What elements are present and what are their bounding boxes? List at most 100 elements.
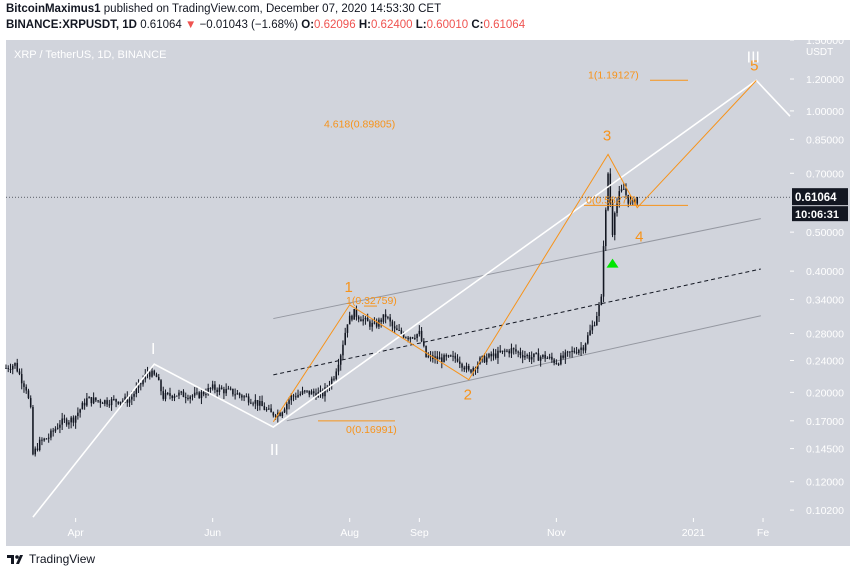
candle-body [193, 392, 196, 396]
candle-body [70, 417, 72, 423]
candle-body [333, 378, 335, 380]
candle-body [387, 317, 389, 319]
candle-body [32, 407, 34, 455]
candle-body [18, 371, 21, 375]
candle-body [274, 415, 277, 417]
candle-body [81, 402, 84, 410]
price-axis-background [790, 40, 850, 518]
candle-body [5, 367, 7, 369]
candle-body [77, 412, 79, 416]
candle-body [292, 395, 295, 397]
candle-body [214, 384, 216, 390]
candle-body [427, 356, 430, 358]
candle-body [425, 345, 427, 358]
candle-body [458, 361, 461, 364]
candle-body [151, 370, 153, 377]
candle-body [456, 358, 459, 362]
candle-body [618, 191, 621, 203]
candle-body [501, 350, 504, 352]
candle-body [526, 355, 528, 357]
candle-body [101, 402, 104, 404]
candle-body [209, 388, 212, 390]
candle-body [124, 396, 126, 401]
candle-body [605, 209, 607, 247]
candle-body [593, 325, 596, 327]
candle-body [115, 399, 117, 402]
candle-body [418, 330, 421, 335]
candle-body [207, 388, 209, 395]
candle-body [512, 348, 515, 350]
candle-body [519, 351, 522, 356]
candle-body [598, 305, 600, 317]
wave-label-5: 5 [750, 57, 758, 74]
candle-body [232, 388, 234, 395]
candle-body [220, 387, 223, 390]
candle-body [382, 314, 385, 322]
candle-body [23, 383, 25, 387]
fib-level-label: 0(0.16991) [346, 424, 397, 436]
candle-body [295, 396, 297, 398]
candle-body [530, 357, 533, 360]
candle-body [524, 355, 526, 358]
candle-body [391, 321, 394, 327]
candle-body [539, 357, 542, 361]
candle-body [312, 391, 315, 394]
candle-body [548, 356, 551, 358]
price-tick-label: 0.24000 [806, 355, 844, 367]
time-tick-label: Jun [204, 527, 221, 539]
candle-body [407, 337, 409, 340]
candle-body [544, 354, 546, 359]
candle-body [104, 400, 106, 404]
candle-body [373, 322, 376, 324]
candle-body [398, 330, 400, 332]
candle-body [369, 321, 371, 327]
candle-body [202, 391, 205, 395]
candle-body [288, 400, 290, 404]
candle-body [438, 357, 441, 360]
candle-body [393, 326, 396, 329]
wave-label-2: 2 [464, 387, 472, 404]
candle-body [142, 379, 144, 385]
candle-body [416, 334, 418, 338]
candle-body [20, 374, 23, 384]
candle-body [290, 395, 293, 401]
minor-wave-path [272, 80, 757, 423]
footer-brand[interactable]: TradingView [6, 552, 95, 566]
author-name[interactable]: BitcoinMaximus1 [6, 3, 101, 15]
candle-body [348, 315, 351, 325]
candle-body [234, 394, 236, 396]
candle-body [131, 396, 133, 400]
time-tick-label: Apr [67, 527, 84, 539]
candle-body [510, 348, 513, 354]
candle-body [9, 369, 12, 371]
fib-level-label: 1(0.32759) [346, 295, 397, 307]
candle-body [517, 351, 519, 353]
candle-body [227, 388, 230, 390]
candle-body [113, 399, 115, 401]
candle-body [607, 173, 609, 210]
publisher-line: BitcoinMaximus1 published on TradingView… [6, 3, 441, 15]
candle-body [43, 438, 45, 441]
candle-body [315, 393, 317, 398]
candle-body [86, 398, 88, 406]
candle-body [351, 315, 353, 320]
candle-body [198, 392, 200, 399]
candle-body [499, 350, 501, 352]
candle-body [29, 398, 32, 408]
low-label: L: [415, 19, 427, 31]
candle-body [133, 393, 135, 397]
candle-body [560, 355, 562, 365]
candle-body [61, 418, 63, 425]
candle-body [355, 309, 358, 317]
candle-body [164, 393, 167, 399]
candle-body [216, 389, 218, 392]
candle-body [173, 396, 176, 398]
fib-level-label: 4.618(0.89805) [324, 119, 395, 131]
candle-body [508, 350, 510, 354]
last-price-badge [792, 188, 848, 206]
candle-body [402, 333, 405, 338]
candle-body [166, 393, 169, 395]
candle-body [636, 196, 639, 204]
candle-body [566, 351, 569, 353]
candle-body [467, 365, 470, 370]
